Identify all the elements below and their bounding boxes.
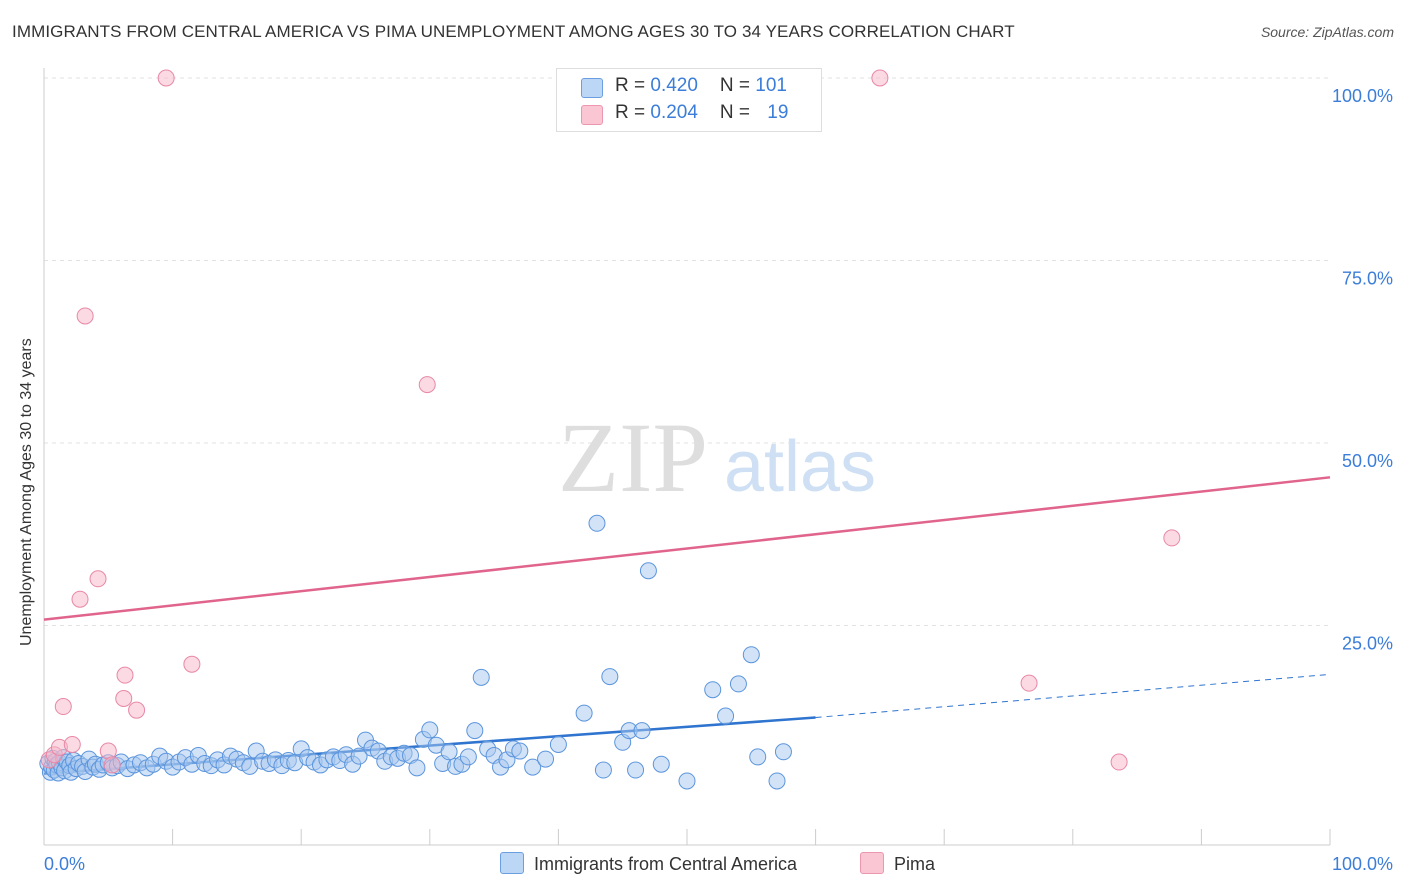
immigrants-point-110 (768, 772, 786, 790)
legend-item-pima[interactable]: Pima (860, 852, 935, 875)
y-tick-label: 50.0% (1342, 451, 1393, 471)
pima-trend-line (43, 476, 1331, 621)
grid-lines (44, 77, 1330, 626)
pima-point-5 (71, 590, 89, 608)
x-tick-label-min: 0.0% (44, 854, 85, 874)
watermark-zip: ZIP (558, 402, 708, 513)
immigrants-point-106 (717, 707, 735, 725)
pima-point-17 (1020, 674, 1038, 692)
y-tick-label: 25.0% (1342, 634, 1393, 654)
immigrants-point-107 (729, 675, 747, 693)
n-label: N = (719, 75, 756, 96)
immigrants-point-96 (594, 761, 612, 779)
immigrants-point-82 (459, 748, 477, 766)
immigrants-point-102 (639, 562, 657, 580)
immigrants-point-100 (627, 761, 645, 779)
immigrants-point-79 (440, 743, 458, 761)
immigrants-point-92 (537, 750, 555, 768)
immigrants-point-97 (601, 668, 619, 686)
r-value: 0.204 (650, 102, 698, 123)
immigrants-point-94 (575, 704, 593, 722)
y-axis-label: Unemployment Among Ages 30 to 34 years (18, 338, 35, 646)
axes (43, 68, 1331, 846)
immigrants-point-93 (549, 735, 567, 753)
pima-point-9 (103, 756, 121, 774)
pima-point-10 (115, 690, 133, 707)
immigrants-point-105 (704, 681, 722, 699)
immigrants-point-108 (742, 646, 760, 664)
pima-point-7 (89, 570, 107, 588)
immigrants-point-109 (749, 748, 767, 766)
pima-point-18 (1110, 753, 1128, 771)
x-tick-label-max: 100.0% (1332, 854, 1393, 874)
pima-point-3 (54, 698, 72, 716)
watermark: ZIP atlas (558, 402, 876, 513)
data-points (39, 69, 1181, 790)
legend-swatch-blue (500, 852, 524, 874)
source-credit: Source: ZipAtlas.com (1260, 24, 1394, 40)
pima-point-13 (157, 69, 175, 87)
pima-point-15 (418, 376, 436, 394)
immigrants-point-91 (524, 758, 542, 776)
immigrants-point-90 (511, 742, 529, 760)
pima-point-16 (871, 69, 889, 87)
chart-title: IMMIGRANTS FROM CENTRAL AMERICA VS PIMA … (12, 22, 1015, 41)
immigrants-point-95 (588, 514, 606, 532)
pima-point-12 (128, 701, 146, 719)
pima-point-6 (76, 307, 94, 325)
pima-point-4 (63, 735, 81, 753)
y-tick-label: 100.0% (1332, 86, 1393, 106)
n-value: 101 (755, 75, 787, 96)
immigrants-point-76 (421, 721, 439, 739)
immigrants-point-104 (678, 772, 696, 790)
y-tick-label: 75.0% (1342, 269, 1393, 289)
legend-label-pima: Pima (894, 854, 936, 874)
pima-point-11 (116, 666, 134, 684)
legend-swatch-blue (581, 78, 603, 98)
immigrants-point-83 (466, 722, 484, 740)
pima-point-14 (183, 655, 201, 673)
legend-swatch-pink (581, 105, 603, 125)
pima-point-19 (1163, 529, 1181, 547)
n-value: 19 (767, 102, 789, 123)
immigrants-point-65 (350, 747, 368, 765)
legend-swatch-pink (860, 852, 884, 874)
immigrants-point-111 (774, 743, 792, 761)
watermark-atlas: atlas (724, 427, 876, 507)
immigrants-point-103 (652, 755, 670, 773)
legend-item-immigrants[interactable]: Immigrants from Central America (500, 852, 797, 875)
tick-labels: 25.0% 50.0% 75.0% 100.0% 0.0% 100.0% (44, 86, 1393, 874)
immigrants-point-101 (633, 722, 651, 740)
r-value: 0.420 (650, 75, 698, 96)
n-label: N = (719, 102, 756, 123)
immigrants-trend-extension (815, 673, 1331, 718)
legend-label-immigrants: Immigrants from Central America (534, 854, 798, 874)
r-label: R = (615, 102, 651, 123)
r-label: R = (615, 75, 651, 96)
correlation-legend: R = 0.420 N = 101 R = 0.204 N = 19 (556, 68, 822, 132)
immigrants-point-74 (408, 759, 426, 777)
immigrants-point-84 (472, 668, 490, 686)
